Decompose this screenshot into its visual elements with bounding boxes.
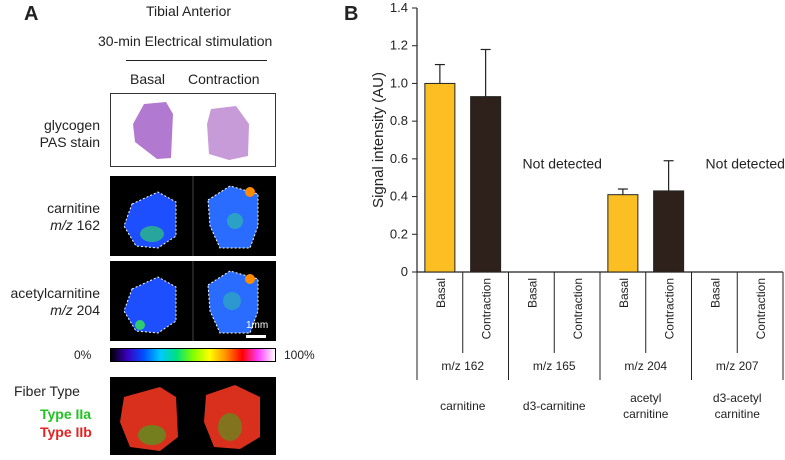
mz-value: 162: [72, 217, 100, 233]
not-detected-label: Not detected: [706, 155, 785, 171]
y-tick-label: 1.2: [390, 38, 408, 53]
bar-basal: [424, 82, 456, 273]
type-2b-label: Type IIb: [40, 424, 92, 440]
y-tick-label: 0.8: [390, 113, 408, 128]
mz-value: 204: [72, 302, 100, 318]
mz-italic: m/z: [50, 217, 73, 233]
row-label-line2: PAS stain: [39, 134, 100, 150]
bar-contraction: [470, 96, 502, 273]
compound-label: carnitine: [623, 407, 669, 421]
colorbar: [110, 348, 276, 362]
column-basal: Basal: [130, 71, 166, 87]
carnitine-ms-image: [110, 176, 276, 256]
mz-label: m/z 207: [716, 359, 759, 373]
column-contraction: Contraction: [188, 71, 260, 87]
panel-a-subtitle: 30-min Electrical stimulation: [98, 33, 273, 49]
panel-a-letter: A: [24, 3, 39, 25]
y-tick-label: 1.0: [390, 75, 408, 90]
compound-label: carnitine: [715, 407, 761, 421]
panel-a-title: Tibial Anterior: [146, 3, 232, 19]
condition-label: Contraction: [754, 278, 768, 339]
mz-label: m/z 204: [624, 359, 667, 373]
fiber-type-title: Fiber Type: [14, 383, 80, 399]
condition-label: Basal: [434, 278, 448, 308]
condition-label: Basal: [617, 278, 631, 308]
colorbar-max: 100%: [284, 348, 315, 362]
scale-bar-label: 1mm: [246, 320, 269, 331]
not-detected-label: Not detected: [523, 155, 602, 171]
y-tick-label: 0.4: [390, 189, 408, 204]
compound-label: carnitine: [440, 399, 486, 413]
bar-contraction: [653, 190, 685, 273]
y-tick-label: 0: [401, 264, 408, 279]
condition-label: Basal: [525, 278, 539, 308]
row-label-acetylcarnitine: acetylcarnitine m/z 204: [11, 285, 101, 319]
row-label-carnitine: carnitine m/z 162: [47, 200, 100, 234]
condition-label: Contraction: [480, 278, 494, 339]
divider-line: [126, 60, 267, 61]
row-label-line1: acetylcarnitine: [10, 285, 101, 301]
type-2a-label: Type IIa: [40, 406, 92, 422]
compound-label: acetyl: [630, 391, 661, 405]
condition-label: Contraction: [663, 278, 677, 339]
y-tick-label: 1.4: [390, 0, 408, 15]
condition-label: Basal: [708, 278, 722, 308]
row-label-line1: glycogen: [43, 117, 100, 133]
condition-label: Contraction: [571, 278, 585, 339]
bar-basal: [607, 194, 639, 273]
pas-stain-image: [110, 93, 276, 167]
row-label-pas: glycogen PAS stain: [40, 117, 100, 151]
mz-italic: m/z: [50, 302, 73, 318]
acetylcarnitine-ms-image: 1mm: [110, 261, 276, 341]
compound-label: d3-acetyl: [713, 391, 762, 405]
compound-label: d3-carnitine: [523, 399, 586, 413]
mz-label: m/z 162: [441, 359, 484, 373]
panel-b-letter: B: [344, 3, 359, 25]
mz-label: m/z 165: [533, 359, 576, 373]
y-tick-label: 0.6: [390, 151, 408, 166]
fiber-type-image: [110, 377, 276, 455]
colorbar-min: 0%: [74, 348, 92, 362]
row-label-line1: carnitine: [47, 200, 100, 216]
y-axis-label: Signal intensity (AU): [370, 72, 387, 208]
y-tick-label: 0.2: [390, 226, 408, 241]
